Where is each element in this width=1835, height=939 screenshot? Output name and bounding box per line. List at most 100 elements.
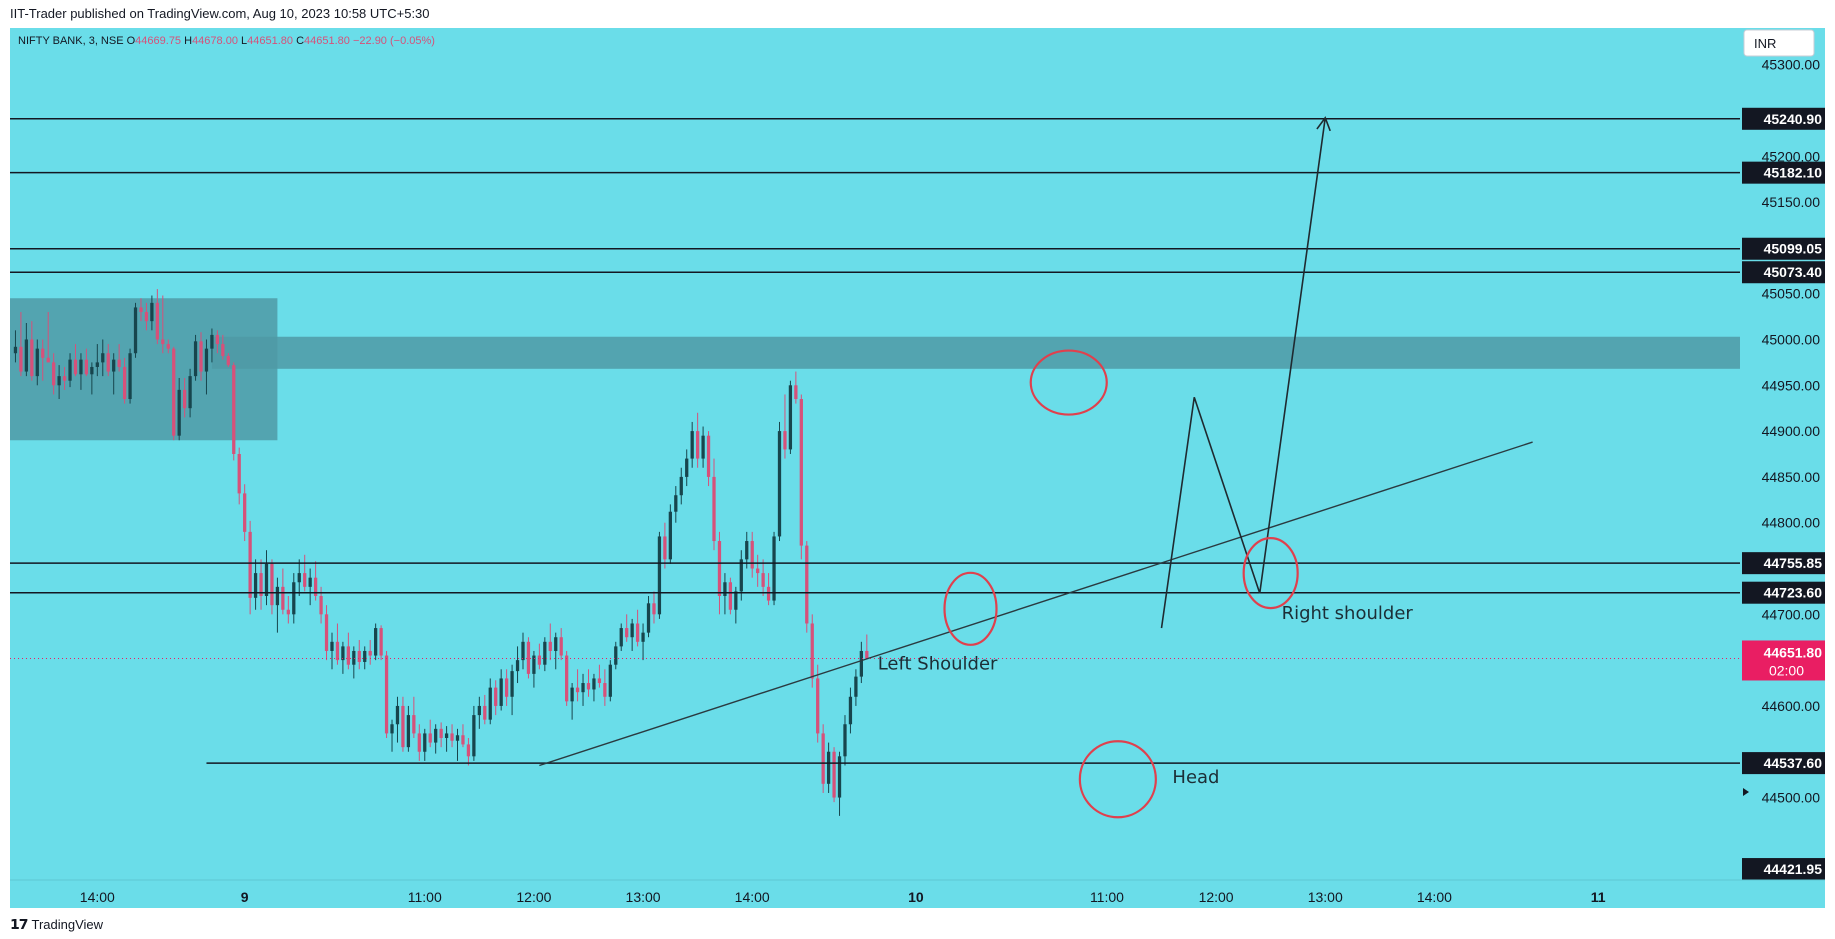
candle-body [401, 705, 405, 748]
candle-body [619, 628, 623, 647]
candle-body [319, 596, 323, 615]
candle-body [826, 751, 831, 784]
symbol-legend[interactable]: NIFTY BANK, 3, NSE O44669.75 H44678.00 L… [18, 35, 435, 47]
candle-body [625, 628, 629, 638]
candle-body [488, 687, 492, 720]
price-tick-label: 45200.00 [1762, 148, 1821, 164]
candle-body [717, 541, 722, 596]
candle-body [95, 362, 99, 367]
time-tick-label: 14:00 [735, 889, 770, 905]
candle-body [728, 582, 733, 610]
time-tick-label: 10 [908, 889, 924, 905]
candle-body [810, 623, 814, 679]
level-badge [1742, 237, 1825, 260]
candles [13, 289, 869, 816]
candle-body [695, 431, 700, 459]
candle-body [117, 359, 121, 367]
legend-part: H [181, 35, 192, 47]
candle-body [821, 733, 825, 784]
candle-body [335, 641, 340, 661]
price-tick-label: 44900.00 [1762, 423, 1821, 439]
candle-body [559, 637, 563, 656]
chart-container[interactable]: Left Shoulder Head Right shoulder 45300.00… [10, 28, 1825, 908]
candle-body [79, 359, 83, 375]
candle-body [330, 641, 334, 651]
candle-body [73, 359, 78, 375]
candle-body [363, 650, 367, 662]
candle-body [543, 641, 547, 665]
candle-body [483, 705, 487, 720]
candle-body [597, 678, 602, 684]
candle-body [395, 705, 400, 725]
candle-body [461, 735, 465, 745]
time-tick-label: 11:00 [408, 889, 442, 905]
candle-body [84, 359, 89, 375]
level-badge [1742, 752, 1825, 775]
legend-part: O [127, 35, 136, 47]
candle-body [112, 359, 116, 372]
candle-body [521, 641, 525, 661]
candle-body [68, 359, 72, 381]
candle-body [221, 344, 225, 356]
candle-body [685, 458, 689, 477]
level-badge [1742, 552, 1825, 575]
candle-body [805, 545, 809, 624]
footer-brand: TradingView [31, 917, 104, 932]
candle-body [324, 614, 329, 651]
candle-body [412, 715, 416, 734]
candle-body [243, 493, 247, 532]
legend-part: C [293, 35, 304, 47]
level-badge [1742, 581, 1825, 604]
supply-zone [10, 298, 278, 441]
projection-path [1160, 117, 1327, 629]
candle-body [232, 365, 236, 454]
annotation-label: Head [1172, 767, 1219, 788]
published-by-header: IIT-Trader published on TradingView.com,… [10, 6, 430, 21]
candle-body [723, 582, 727, 596]
candle-body [253, 573, 258, 598]
candle-body [657, 536, 662, 615]
candle-body [788, 385, 793, 450]
currency-button[interactable]: INR [1743, 29, 1815, 57]
candle-body [439, 728, 443, 738]
candle-body [690, 431, 694, 459]
time-axis[interactable]: 14:00 9 11:00 12:00 13:00 14:00 10 11:00 12:00 13… [10, 879, 1825, 905]
candle-body [444, 733, 449, 738]
supply-zone [211, 336, 1740, 369]
legend-part: 44669.75 [135, 35, 181, 47]
candle-body [204, 348, 209, 372]
arrowhead-icon [1316, 116, 1331, 132]
candle-body [510, 671, 514, 697]
candle-body [494, 687, 498, 706]
plot-background [10, 28, 1825, 908]
legend-part: 44651.80 [304, 35, 350, 47]
candle-body [499, 678, 503, 706]
candle-body [183, 389, 187, 409]
footer: 𝟭𝟳 TradingView [10, 916, 103, 933]
price-tick-label: 44500.00 [1762, 790, 1821, 806]
candle-body [303, 573, 307, 587]
candle-body [745, 541, 749, 560]
level-badge-label: 44755.85 [1764, 555, 1823, 571]
level-badge-label: 45099.05 [1764, 241, 1823, 257]
candle-body [565, 655, 569, 702]
candle-body [226, 355, 230, 366]
candle-body [368, 650, 372, 656]
candle-body [161, 339, 165, 345]
candle-body [128, 353, 132, 400]
candle-body [259, 573, 263, 596]
candle-body [379, 628, 383, 656]
candle-body [406, 715, 411, 748]
chevron-right-icon[interactable] [1743, 788, 1749, 796]
candle-body [35, 348, 39, 377]
candle-body [133, 307, 138, 354]
tradingview-logo-icon: 𝟭𝟳 [10, 916, 29, 932]
candle-body [374, 628, 378, 656]
candle-body [854, 676, 858, 697]
candle-body [275, 586, 280, 606]
candle-body [101, 353, 105, 363]
price-axis[interactable]: 45300.00 45200.00 45150.00 45050.00 45000.00… [1762, 57, 1821, 806]
candle-body [477, 705, 481, 716]
candlestick-chart[interactable]: Left Shoulder Head Right shoulder 45300.00… [10, 28, 1825, 908]
candle-body [783, 431, 787, 450]
